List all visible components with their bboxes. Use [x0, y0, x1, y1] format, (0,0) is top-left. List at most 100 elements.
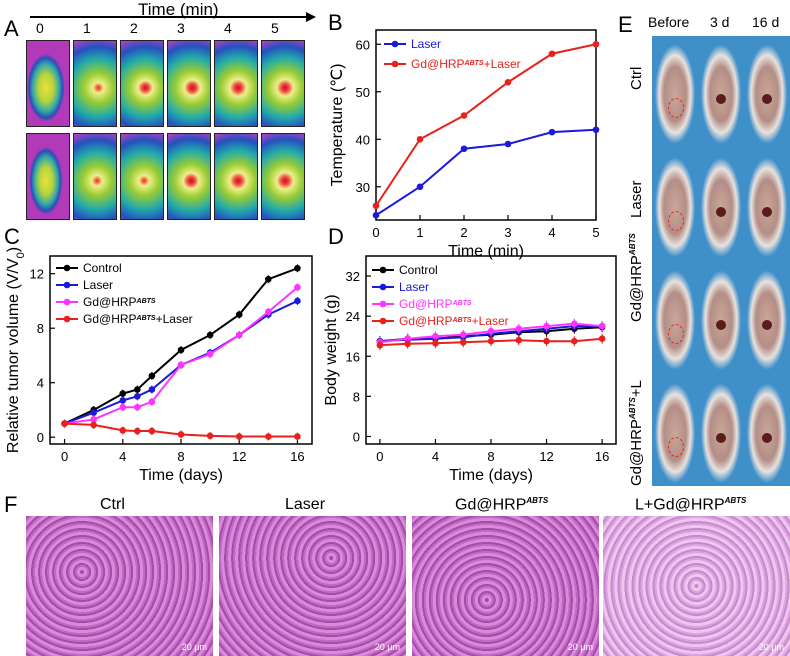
data-point [432, 339, 439, 347]
panel-b-label: B [328, 10, 343, 35]
legend-marker [379, 283, 387, 291]
series-line [375, 43, 597, 207]
data-point [265, 308, 272, 316]
tumor-spot [716, 320, 726, 330]
row-label-laser: Laser [628, 180, 645, 218]
data-point [404, 340, 411, 348]
histology-title: Ctrl [100, 496, 125, 513]
thermal-image [120, 40, 164, 127]
row-label-gdl-text: Gd@HRP [628, 419, 645, 486]
data-point [592, 126, 600, 134]
data-point [206, 350, 214, 358]
data-point [265, 275, 272, 283]
panel-d-label: D [328, 224, 344, 249]
panel-a-label: A [4, 16, 19, 41]
y-tick-label: 50 [356, 85, 370, 100]
histology-title-text: Gd@HRP [455, 496, 527, 514]
data-point [90, 421, 97, 429]
data-point [432, 332, 439, 340]
x-tick-label: 0 [372, 225, 379, 240]
data-point [294, 433, 301, 440]
mouse-photo [746, 377, 788, 485]
data-point [487, 337, 495, 345]
series-line [64, 300, 298, 425]
row-label-gdl-suffix: +L [628, 380, 645, 398]
y-tick-label: 16 [346, 349, 360, 364]
histology-image: 20 μm [219, 516, 406, 656]
panel-c-label: C [4, 224, 20, 249]
data-point [592, 40, 600, 48]
data-point [119, 397, 127, 404]
time-axis-title: Time (min) [138, 0, 219, 19]
data-point [90, 409, 97, 416]
legend-label: Gd@HRPABTS [83, 295, 156, 309]
time-tick-label: 2 [130, 20, 138, 36]
data-point [134, 386, 141, 393]
time-arrow [30, 12, 316, 22]
data-point [119, 403, 127, 411]
tumor-spot [716, 433, 726, 443]
legend-marker [63, 298, 71, 306]
data-point [487, 327, 495, 335]
data-point [235, 311, 243, 318]
x-tick-label: 4 [432, 449, 439, 464]
data-point [134, 403, 141, 411]
data-point [515, 336, 523, 344]
y-tick-label: 12 [30, 267, 44, 282]
y-tick-label: 4 [37, 376, 44, 391]
tumor-spot [716, 207, 726, 217]
row-label-gdl: Gd@HRPABTS+L [628, 380, 645, 486]
y-axis-label: Body weight (g) [323, 294, 340, 405]
thermal-image [214, 133, 258, 220]
mouse-photo-grid [652, 36, 790, 486]
data-point [416, 183, 424, 191]
time-tick-label: 0 [36, 20, 44, 36]
legend-marker [391, 60, 399, 68]
data-point [372, 211, 380, 219]
data-point [459, 338, 467, 346]
data-point [148, 372, 156, 380]
data-point [235, 433, 243, 440]
x-tick-label: 2 [460, 225, 467, 240]
legend-label: Gd@HRPABTS+Laser [411, 57, 521, 71]
y-tick-label: 60 [356, 37, 370, 52]
scale-bar-label: 20 μm [181, 642, 207, 652]
legend-label: Control [399, 263, 438, 277]
data-point [119, 390, 127, 397]
y-tick-label: 32 [346, 269, 360, 284]
x-tick-label: 16 [595, 449, 609, 464]
data-point [543, 322, 550, 330]
data-point [61, 420, 68, 427]
legend-sup: ABTS [452, 300, 472, 307]
data-point [235, 331, 243, 339]
histology-title: L+Gd@HRPABTS [635, 496, 746, 514]
y-tick-label: 30 [356, 180, 370, 195]
x-tick-label: 12 [539, 449, 553, 464]
thermal-image [261, 40, 305, 127]
legend-name: Gd@HRP [399, 314, 453, 328]
thermal-image-grid [26, 40, 316, 220]
legend-suffix: +Laser [472, 314, 509, 328]
x-tick-label: 12 [232, 449, 246, 464]
legend-name: Control [83, 261, 122, 275]
tumor-circle [668, 324, 684, 344]
y-axis-label: Relative tumor volume (V/V0) [5, 247, 27, 453]
row-label-ctrl: Ctrl [628, 66, 645, 90]
legend-name: Gd@HRP [411, 57, 465, 71]
legend-name: Gd@HRP [83, 295, 137, 309]
y-tick-label: 8 [37, 321, 44, 336]
data-point [294, 297, 301, 305]
histology-image: 20 μm [412, 516, 599, 656]
legend-sup: ABTS [136, 298, 156, 305]
tumor-spot [716, 94, 726, 104]
data-point [119, 427, 127, 434]
mouse-photo [746, 264, 788, 372]
x-tick-label: 0 [376, 449, 383, 464]
data-point [177, 346, 185, 354]
thermal-image [26, 133, 70, 220]
histology-title: Laser [285, 496, 326, 513]
legend-suffix: +Laser [156, 312, 193, 326]
histology-title: Gd@HRPABTS [455, 496, 548, 514]
legend-label: Gd@HRPABTS [399, 297, 472, 311]
legend-name: Laser [83, 278, 113, 292]
